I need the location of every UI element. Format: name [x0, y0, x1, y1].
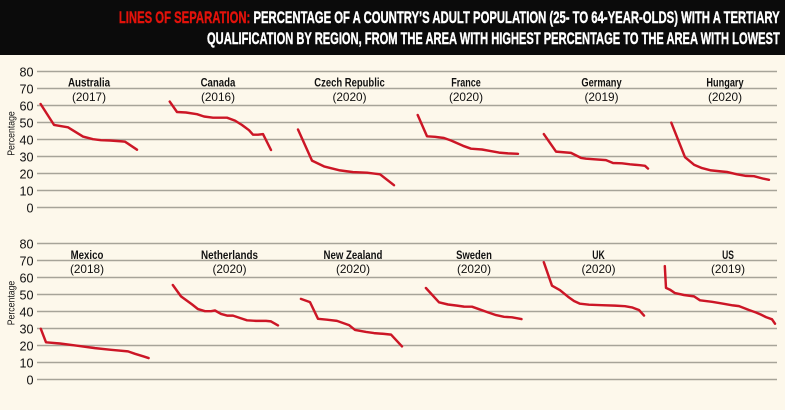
svg-text:10: 10: [19, 184, 33, 198]
svg-text:UK: UK: [592, 250, 605, 262]
svg-text:(2020): (2020): [212, 262, 246, 276]
svg-text:70: 70: [19, 82, 33, 96]
svg-text:20: 20: [19, 339, 33, 353]
svg-text:60: 60: [19, 271, 33, 285]
svg-text:(2020): (2020): [581, 262, 615, 276]
svg-text:0: 0: [26, 201, 33, 215]
svg-text:(2017): (2017): [72, 90, 106, 104]
svg-text:(2019): (2019): [711, 262, 745, 276]
svg-text:Canada: Canada: [201, 78, 236, 90]
svg-text:(2020): (2020): [708, 90, 742, 104]
svg-text:(2020): (2020): [332, 90, 366, 104]
svg-text:(2016): (2016): [201, 90, 235, 104]
svg-text:40: 40: [19, 133, 33, 147]
svg-text:30: 30: [19, 322, 33, 336]
svg-text:France: France: [451, 78, 481, 90]
svg-text:Percentage: Percentage: [7, 111, 18, 156]
svg-text:0: 0: [26, 373, 33, 387]
svg-text:Percentage: Percentage: [7, 281, 18, 326]
svg-text:(2020): (2020): [449, 90, 483, 104]
svg-text:80: 80: [19, 237, 33, 251]
svg-text:Australia: Australia: [68, 78, 111, 90]
svg-text:10: 10: [19, 356, 33, 370]
svg-text:Mexico: Mexico: [71, 250, 104, 262]
svg-text:30: 30: [19, 150, 33, 164]
svg-text:New Zealand: New Zealand: [324, 250, 383, 262]
svg-text:(2020): (2020): [457, 262, 491, 276]
svg-text:Czech Republic: Czech Republic: [314, 78, 385, 90]
svg-text:Germany: Germany: [581, 78, 622, 90]
svg-text:Sweden: Sweden: [456, 250, 492, 262]
svg-text:80: 80: [19, 65, 33, 79]
svg-text:40: 40: [19, 305, 33, 319]
svg-text:(2019): (2019): [584, 90, 618, 104]
svg-text:60: 60: [19, 99, 33, 113]
svg-text:US: US: [722, 250, 734, 262]
svg-text:20: 20: [19, 167, 33, 181]
svg-text:(2020): (2020): [336, 262, 370, 276]
svg-text:(2018): (2018): [70, 262, 104, 276]
svg-text:Hungary: Hungary: [706, 78, 744, 90]
svg-text:Netherlands: Netherlands: [201, 250, 258, 262]
svg-text:70: 70: [19, 254, 33, 268]
svg-text:50: 50: [19, 288, 33, 302]
svg-text:50: 50: [19, 116, 33, 130]
